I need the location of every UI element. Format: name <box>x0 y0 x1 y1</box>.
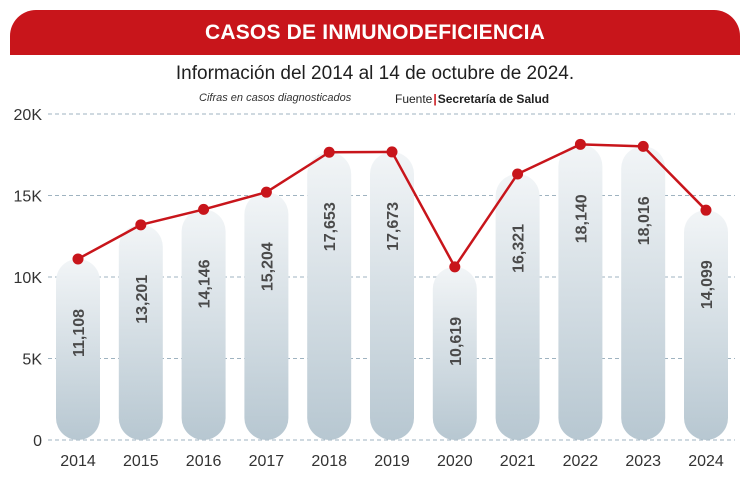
bar <box>181 209 226 440</box>
bar <box>684 210 728 440</box>
data-label: 16,321 <box>511 224 528 273</box>
bar <box>370 151 414 440</box>
trend-line <box>72 138 712 273</box>
data-label: 15,204 <box>259 242 276 291</box>
bar <box>558 144 603 440</box>
x-tick-label: 2018 <box>311 453 347 470</box>
data-label: 13,201 <box>134 275 151 324</box>
y-tick-label: 10K <box>14 270 43 287</box>
y-tick-label: 5K <box>22 352 42 369</box>
data-point <box>449 261 461 273</box>
bar <box>495 173 540 440</box>
bar <box>432 266 477 440</box>
data-label: 14,146 <box>197 259 214 308</box>
x-tick-label: 2016 <box>186 453 222 470</box>
source-separator: | <box>433 92 437 106</box>
title-banner: CASOS DE INMUNODEFICIENCIA <box>10 10 740 55</box>
axis-ticks: 0 5K 10K 15K 20K 2014 2015 2016 2017 2018 2019 2020… <box>14 107 724 470</box>
bar <box>118 224 163 440</box>
data-label: 17,653 <box>322 202 339 251</box>
data-point <box>198 203 210 215</box>
y-tick-label: 15K <box>14 189 43 206</box>
data-point <box>323 146 335 158</box>
data-point <box>386 146 398 158</box>
data-point <box>260 186 272 198</box>
y-tick-label: 0 <box>33 433 42 450</box>
data-point <box>135 219 147 231</box>
x-tick-label: 2015 <box>123 453 159 470</box>
bar <box>56 258 100 440</box>
x-tick-label: 2019 <box>374 453 410 470</box>
source-prefix: Fuente <box>395 92 433 106</box>
x-tick-label: 2017 <box>249 453 285 470</box>
y-tick-label: 20K <box>14 107 43 124</box>
bar <box>621 146 666 440</box>
source-name: Secretaría de Salud <box>437 92 550 106</box>
x-tick-label: 2022 <box>563 453 599 470</box>
data-label: 11,108 <box>71 309 88 357</box>
data-point <box>637 140 649 152</box>
bar <box>244 192 289 440</box>
source-credit: Fuente|Secretaría de Salud <box>395 92 549 106</box>
data-label: 14,099 <box>699 260 716 309</box>
data-point <box>574 138 586 150</box>
data-point <box>512 168 524 180</box>
chart-title: CASOS DE INMUNODEFICIENCIA <box>204 21 546 44</box>
bars: 11,108 13,201 14,146 15,204 17,653 17,673 10,6… <box>56 144 728 440</box>
data-point <box>700 204 712 216</box>
x-tick-label: 2024 <box>688 453 724 470</box>
chart-subtitle: Información del 2014 al 14 de octubre de… <box>175 63 575 84</box>
x-tick-label: 2023 <box>625 453 661 470</box>
x-tick-label: 2014 <box>60 453 96 470</box>
data-label: 10,619 <box>448 317 465 366</box>
data-label: 17,673 <box>385 202 402 251</box>
data-point <box>72 253 84 265</box>
data-label: 18,140 <box>573 194 590 243</box>
x-tick-label: 2021 <box>500 453 536 470</box>
data-label: 18,016 <box>636 196 653 245</box>
units-note: Cifras en casos diagnosticados <box>199 92 352 104</box>
bar <box>307 152 352 440</box>
x-tick-label: 2020 <box>437 453 473 470</box>
